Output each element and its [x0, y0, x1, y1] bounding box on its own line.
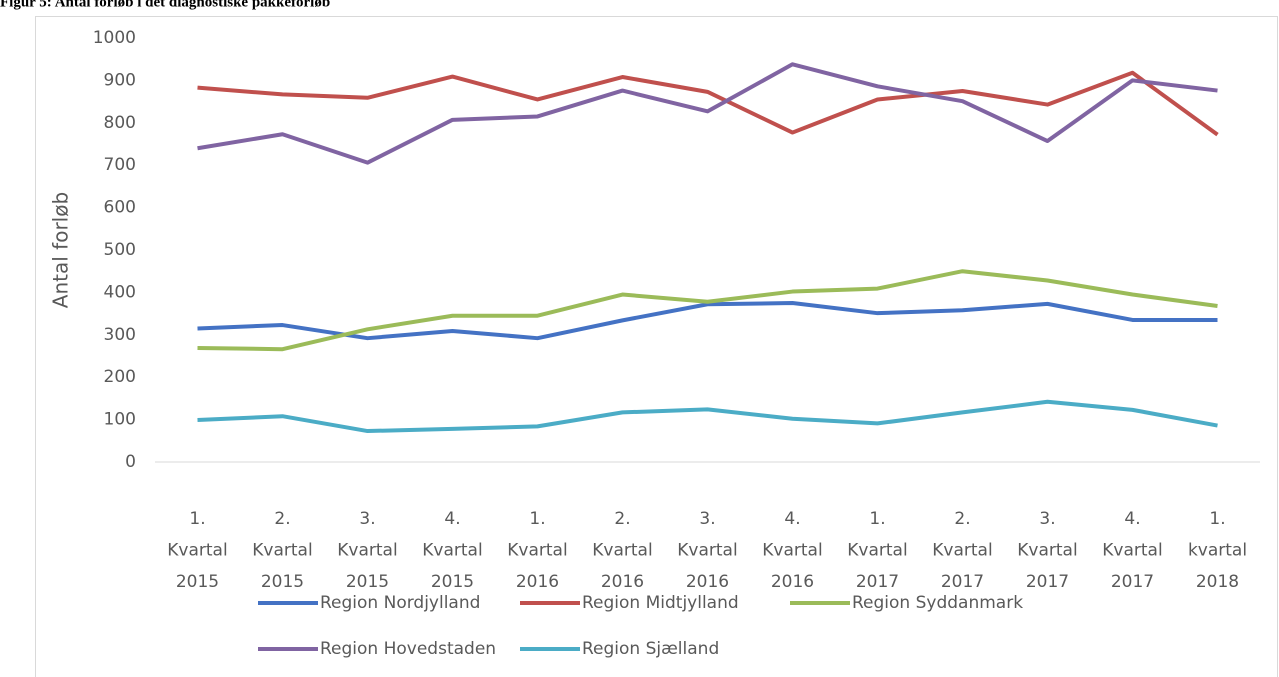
x-tick-label: 2.: [614, 509, 630, 529]
y-tick-label: 800: [104, 113, 136, 133]
x-tick-label: 4.: [444, 509, 460, 529]
series-line: [197, 301, 1218, 341]
series-line: [197, 62, 1218, 165]
x-tick-label: 2017: [856, 572, 899, 592]
x-tick-label: 2.: [954, 509, 970, 529]
x-tick-label: 1.: [1209, 509, 1225, 529]
y-tick-label: 700: [104, 155, 136, 175]
x-tick-label: 2016: [771, 572, 814, 592]
x-tick-label: Kvartal: [1017, 541, 1077, 561]
x-tick-label: Kvartal: [592, 541, 652, 561]
y-tick-label: 500: [104, 240, 136, 260]
x-tick-label: Kvartal: [932, 541, 992, 561]
x-tick-label: Kvartal: [167, 541, 227, 561]
legend-label: Region Sjælland: [582, 639, 719, 659]
x-tick-label: 2017: [941, 572, 984, 592]
y-axis-label: Antal forløb: [49, 192, 73, 308]
x-tick-label: Kvartal: [337, 541, 397, 561]
x-tick-label: 2016: [601, 572, 644, 592]
y-tick-label: 0: [125, 452, 136, 472]
y-tick-label: 400: [104, 282, 136, 302]
y-tick-label: 1000: [93, 28, 136, 48]
x-tick-label: 2015: [346, 572, 389, 592]
x-tick-label: 1.: [189, 509, 205, 529]
x-tick-label: 3.: [1039, 509, 1055, 529]
x-tick-label: 2017: [1111, 572, 1154, 592]
x-tick-label: 3.: [359, 509, 375, 529]
x-tick-label: Kvartal: [422, 541, 482, 561]
y-tick-label: 900: [104, 70, 136, 90]
x-tick-label: 2015: [261, 572, 304, 592]
legend-label: Region Syddanmark: [852, 593, 1023, 613]
x-tick-label: 4.: [784, 509, 800, 529]
x-tick-label: 2016: [686, 572, 729, 592]
x-tick-label: Kvartal: [252, 541, 312, 561]
chart-frame: [35, 16, 1278, 677]
x-tick-label: 2018: [1196, 572, 1239, 592]
series-line: [197, 70, 1219, 137]
legend-label: Region Hovedstaden: [320, 639, 496, 659]
chart-title: Figur 5: Antal forløb i det diagnostiske…: [0, 0, 330, 10]
x-tick-label: Kvartal: [677, 541, 737, 561]
x-tick-label: 1.: [529, 509, 545, 529]
legend-label: Region Nordjylland: [320, 593, 480, 613]
x-tick-label: 4.: [1124, 509, 1140, 529]
x-tick-label: kvartal: [1188, 541, 1247, 561]
x-tick-label: 2017: [1026, 572, 1069, 592]
x-tick-label: 2016: [516, 572, 559, 592]
x-tick-label: 2015: [431, 572, 474, 592]
legend-label: Region Midtjylland: [582, 593, 739, 613]
x-tick-label: 2.: [274, 509, 290, 529]
y-tick-label: 200: [104, 367, 136, 387]
y-tick-label: 300: [104, 325, 136, 345]
x-tick-label: Kvartal: [762, 541, 822, 561]
x-tick-label: 2015: [176, 572, 219, 592]
x-tick-label: Kvartal: [507, 541, 567, 561]
series-line: [197, 399, 1218, 434]
x-tick-label: 3.: [699, 509, 715, 529]
x-tick-label: 1.: [869, 509, 885, 529]
y-tick-label: 600: [104, 198, 136, 218]
series-line: [197, 269, 1218, 352]
x-tick-label: Kvartal: [847, 541, 907, 561]
y-tick-label: 100: [104, 410, 136, 430]
x-tick-label: Kvartal: [1102, 541, 1162, 561]
